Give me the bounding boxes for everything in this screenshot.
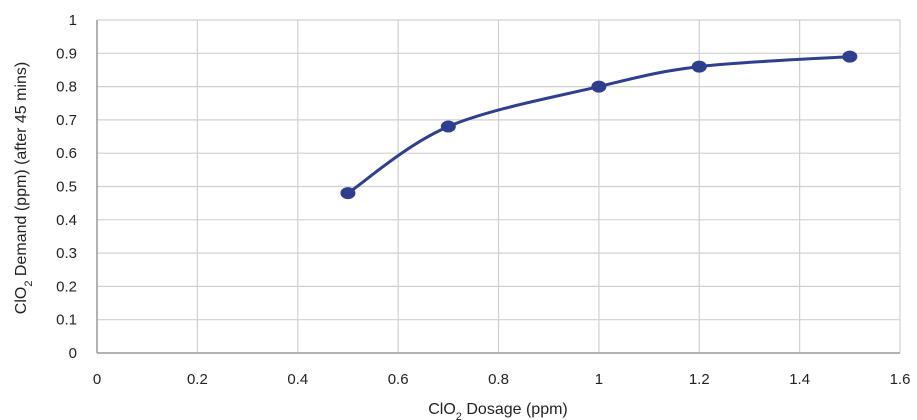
x-tick-label: 1.4 [789, 371, 810, 388]
data-point [440, 120, 456, 133]
x-tick-label: 1.2 [689, 371, 710, 388]
y-tick-label: 0.3 [56, 245, 77, 262]
data-point [591, 80, 607, 93]
y-tick-label: 1 [69, 12, 77, 29]
x-tick-label: 0.8 [488, 371, 509, 388]
y-tick-label: 0.6 [56, 145, 77, 162]
y-tick-label: 0.4 [56, 212, 77, 229]
y-tick-label: 0 [69, 345, 77, 362]
axes [96, 20, 900, 354]
y-tick-label: 0.8 [56, 79, 77, 96]
x-tick-label: 0.6 [388, 371, 409, 388]
data-point [340, 187, 356, 200]
x-tick-labels: 0 0.2 0.4 0.6 0.8 1 1.2 1.4 1.6 [93, 371, 911, 388]
x-tick-label: 0.2 [187, 371, 208, 388]
series-group [340, 50, 858, 200]
y-tick-label: 0.5 [56, 179, 77, 196]
y-tick-label: 0.7 [56, 112, 77, 129]
data-point [691, 60, 707, 73]
y-tick-label: 0.9 [56, 45, 77, 62]
data-point [842, 50, 858, 63]
y-tick-label: 0.1 [56, 312, 77, 329]
x-tick-label: 0 [93, 371, 101, 388]
x-tick-label: 1 [595, 371, 603, 388]
x-axis-title: ClO2 Dosage (ppm) [428, 401, 568, 420]
x-tick-label: 1.6 [890, 371, 911, 388]
grid [97, 19, 901, 353]
y-tick-labels: 0 0.1 0.2 0.3 0.4 0.5 0.6 0.7 0.8 0.9 1 [56, 12, 77, 362]
y-tick-label: 0.2 [56, 278, 77, 295]
x-tick-label: 0.4 [287, 371, 308, 388]
y-axis-title: ClO2 Demand (ppm) (after 45 mins) [13, 62, 35, 314]
